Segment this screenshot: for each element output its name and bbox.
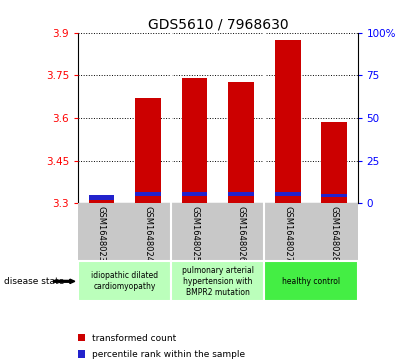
Text: disease state: disease state [4,277,65,286]
Bar [182,192,207,196]
Bar [171,261,264,301]
Bar [135,192,161,196]
Bar [264,261,358,301]
Bar [228,82,254,203]
Bar [89,195,114,200]
Bar [228,192,254,196]
Text: GSM1648023: GSM1648023 [97,206,106,262]
Text: GSM1648024: GSM1648024 [143,206,152,262]
Bar [89,199,114,203]
Text: transformed count: transformed count [92,334,176,343]
Text: idiopathic dilated
cardiomyopathy: idiopathic dilated cardiomyopathy [91,271,158,291]
Text: GSM1648025: GSM1648025 [190,206,199,262]
Bar [182,78,207,203]
Text: GSM1648028: GSM1648028 [330,206,339,262]
Title: GDS5610 / 7968630: GDS5610 / 7968630 [148,17,288,32]
Bar [275,192,300,196]
Text: pulmonary arterial
hypertension with
BMPR2 mutation: pulmonary arterial hypertension with BMP… [182,266,254,297]
Text: percentile rank within the sample: percentile rank within the sample [92,350,245,359]
Bar [321,122,347,203]
Bar [78,261,171,301]
Text: GSM1648026: GSM1648026 [237,206,246,262]
Bar [275,40,300,203]
Text: healthy control: healthy control [282,277,340,286]
Bar [135,98,161,203]
Bar [321,193,347,197]
Text: GSM1648027: GSM1648027 [283,206,292,262]
